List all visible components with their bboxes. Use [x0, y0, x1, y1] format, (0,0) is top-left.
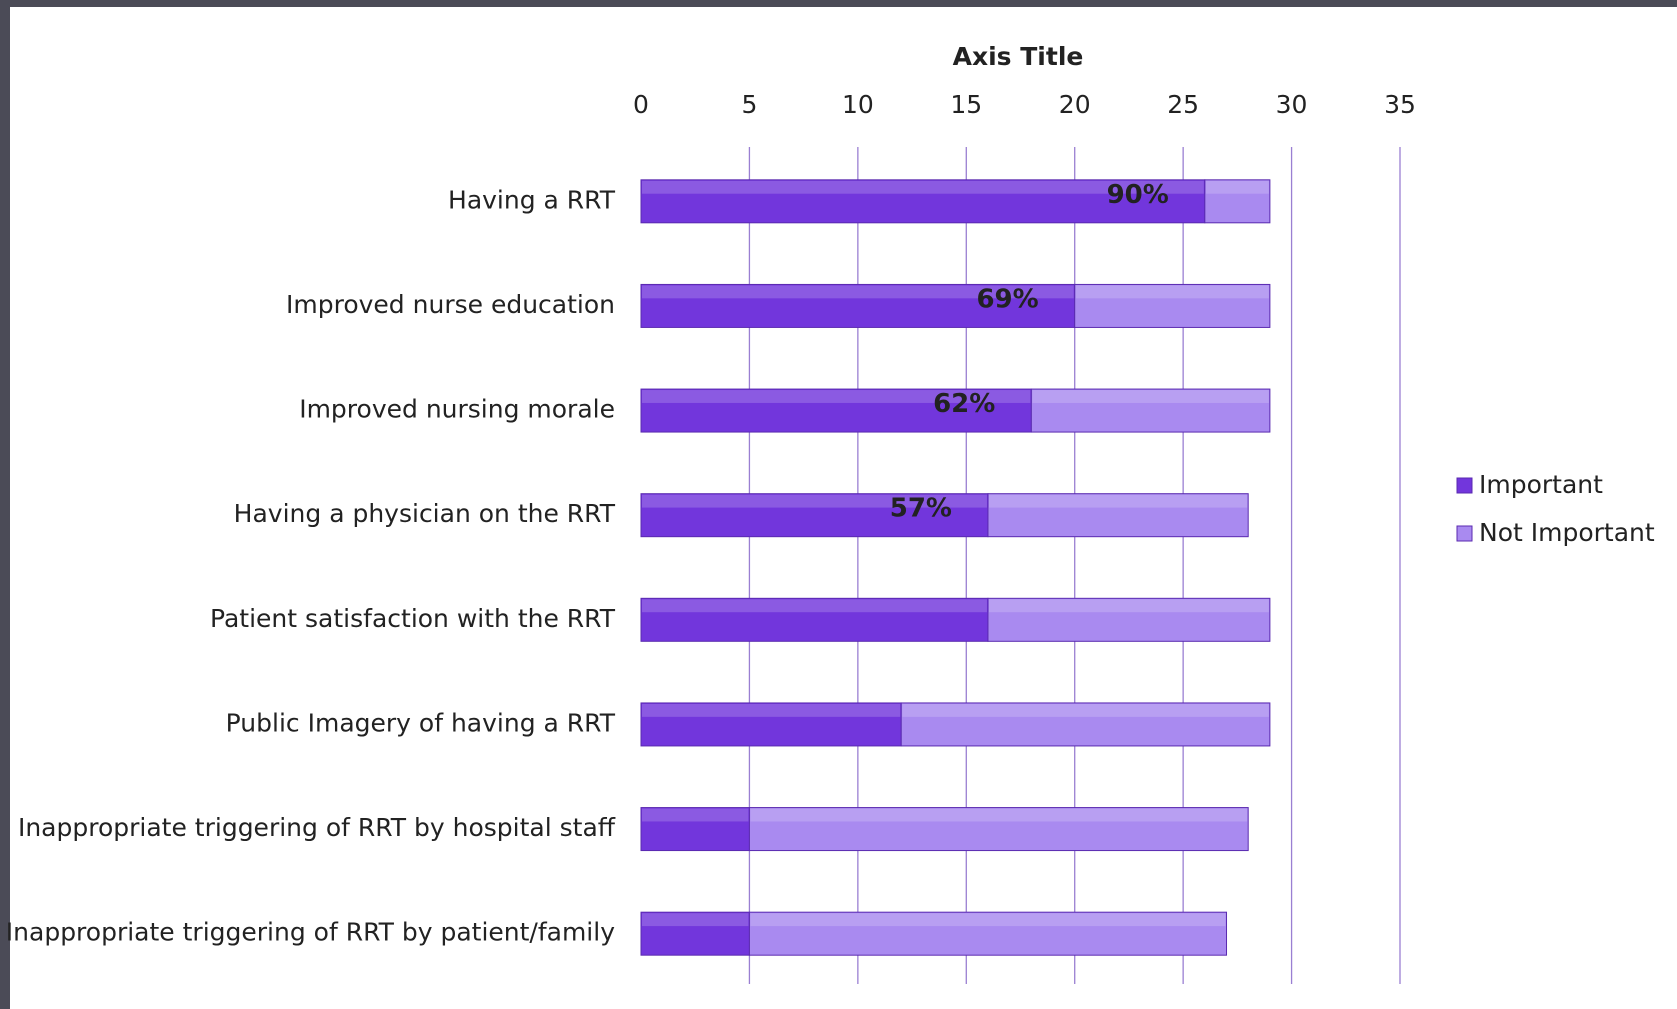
bar-highlight — [642, 703, 901, 717]
bar-segment — [640, 283, 1076, 328]
x-tick-label: 0 — [633, 90, 649, 119]
bar-highlight — [750, 808, 1248, 822]
x-tick-label: 35 — [1384, 90, 1416, 119]
x-tick-label: 30 — [1276, 90, 1308, 119]
bar-highlight — [750, 913, 1226, 927]
bar-highlight — [642, 390, 1031, 403]
bar-segment — [640, 388, 1032, 433]
percent-label: 69% — [976, 284, 1038, 314]
percent-label: 90% — [1107, 180, 1169, 210]
legend-label: Not Important — [1479, 518, 1655, 547]
bar-segment — [1204, 179, 1271, 224]
bar-segment — [1030, 388, 1271, 433]
legend-swatch — [1456, 525, 1473, 542]
bar-highlight — [1032, 390, 1269, 403]
x-tick-label: 20 — [1059, 90, 1091, 119]
bar-highlight — [642, 180, 1204, 194]
y-tick-label: Improved nursing morale — [299, 395, 615, 424]
bar-segment — [748, 911, 1228, 956]
bar-highlight — [642, 285, 1074, 299]
bar-highlight — [642, 494, 987, 508]
bar-segment — [640, 911, 750, 956]
x-tick-label: 5 — [741, 90, 757, 119]
bar-highlight — [988, 599, 1269, 613]
x-tick-label: 25 — [1167, 90, 1199, 119]
percent-label: 62% — [933, 389, 995, 419]
y-tick-label: Having a physician on the RRT — [234, 499, 616, 528]
bar-segment — [640, 493, 989, 538]
bar-segment — [900, 702, 1271, 747]
percent-label: 57% — [890, 494, 952, 524]
y-tick-label: Public Imagery of having a RRT — [226, 708, 616, 737]
bar-segment — [1074, 283, 1271, 328]
bar-segment — [640, 702, 902, 747]
x-tick-label: 10 — [842, 90, 874, 119]
bar-highlight — [902, 703, 1269, 717]
legend-label: Important — [1479, 470, 1603, 499]
y-tick-label: Inappropriate triggering of RRT by hospi… — [18, 813, 616, 842]
bar-segment — [748, 807, 1249, 852]
bar-highlight — [1075, 285, 1269, 299]
legend-swatch — [1456, 477, 1473, 494]
bar-highlight — [642, 599, 987, 613]
bar-highlight — [642, 808, 749, 822]
bar-highlight — [642, 913, 749, 927]
bar-segment — [640, 807, 750, 852]
y-tick-label: Patient satisfaction with the RRT — [210, 604, 616, 633]
x-tick-label: 15 — [950, 90, 982, 119]
y-tick-label: Improved nurse education — [286, 290, 615, 319]
bar-segment — [640, 597, 989, 642]
y-tick-label: Inappropriate triggering of RRT by patie… — [6, 918, 615, 947]
bar-highlight — [988, 494, 1248, 508]
axis-title: Axis Title — [953, 42, 1084, 71]
bar-highlight — [1205, 180, 1269, 194]
bar-segment — [987, 597, 1271, 642]
y-tick-label: Having a RRT — [448, 185, 616, 214]
bar-segment — [987, 493, 1249, 538]
